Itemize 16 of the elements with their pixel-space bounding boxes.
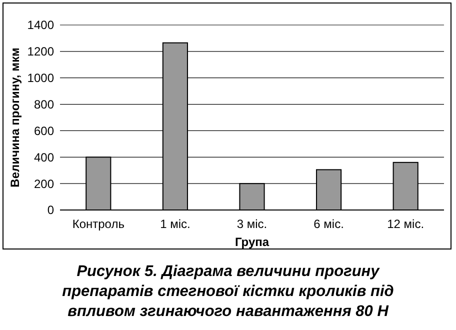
y-tick-label: 1000 (27, 71, 54, 86)
x-tick-label: 12 міс. (387, 217, 424, 231)
x-tick-label: 3 міс. (236, 217, 268, 231)
x-axis-title: Група (234, 235, 270, 249)
y-tick-label: 400 (34, 150, 54, 164)
y-tick-label: 0 (47, 203, 54, 218)
y-tick-label: 800 (34, 97, 54, 112)
x-tick-label: 6 міс. (314, 217, 344, 231)
y-tick-label: 200 (34, 176, 54, 191)
text: Рисунок 5. Діаграма величини прогину препаратів стегнової кістки кроликів під впливом згинаючого навантаження 80 Н (62, 263, 394, 320)
x-tick-label: 1 міс. (160, 217, 190, 231)
y-tick-label: 600 (34, 124, 54, 138)
y-tick-label: 1200 (27, 44, 54, 59)
y-axis-title: Величина прогину, мкм (8, 48, 22, 188)
y-tick-label: 1400 (27, 18, 54, 32)
x-tick-label: Контроль (72, 217, 124, 231)
